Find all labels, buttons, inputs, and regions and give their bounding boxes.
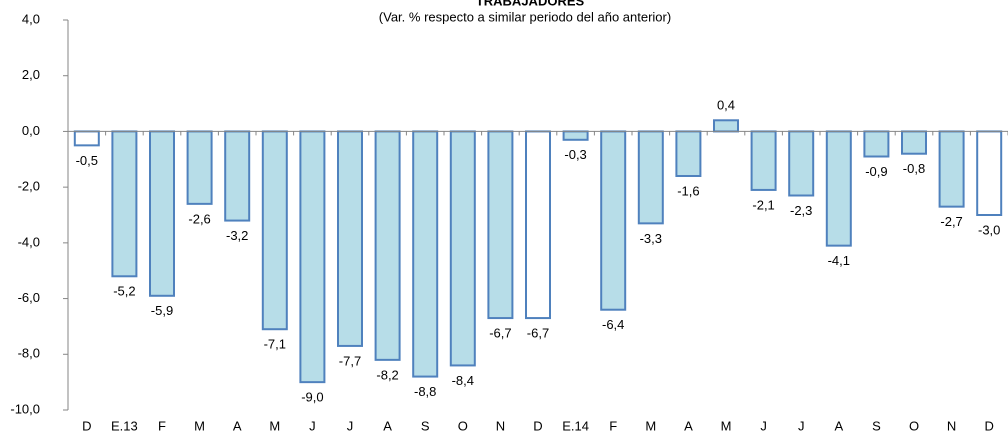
y-tick-label: 0,0 — [22, 123, 40, 138]
value-label: -8,8 — [414, 384, 436, 399]
value-label: -3,2 — [226, 228, 248, 243]
x-tick-label: D — [985, 418, 994, 433]
value-label: -5,9 — [151, 303, 173, 318]
value-label: -7,7 — [339, 353, 361, 368]
x-tick-label: D — [82, 418, 91, 433]
value-label: -8,2 — [376, 367, 398, 382]
value-label: -2,1 — [752, 197, 774, 212]
x-tick-label: M — [194, 418, 205, 433]
value-label: -2,3 — [790, 203, 812, 218]
y-tick-label: -4,0 — [18, 234, 40, 249]
x-tick-label: N — [947, 418, 956, 433]
y-tick-label: -8,0 — [18, 346, 40, 361]
bar — [863, 130, 890, 158]
bar — [149, 130, 175, 297]
bar — [261, 130, 288, 331]
x-tick-label: M — [269, 418, 280, 433]
x-tick-label: J — [760, 418, 767, 433]
x-tick-label: J — [309, 418, 316, 433]
y-tick-label: 2,0 — [22, 67, 40, 82]
bar — [374, 130, 401, 361]
value-label: -6,7 — [489, 326, 511, 341]
value-label: -0,5 — [76, 153, 98, 168]
x-tick-label: O — [458, 418, 468, 433]
bar — [713, 119, 739, 133]
x-tick-label: F — [158, 418, 166, 433]
bar — [976, 130, 1003, 216]
bar — [938, 130, 965, 208]
x-tick-label: E.13 — [111, 418, 138, 433]
value-label: -0,8 — [903, 161, 925, 176]
value-label: -4,1 — [828, 253, 850, 268]
bar — [449, 130, 476, 367]
x-tick-label: S — [421, 418, 430, 433]
value-label: -1,6 — [677, 183, 699, 198]
x-tick-label: A — [383, 418, 392, 433]
value-label: -2,6 — [188, 211, 210, 226]
x-tick-label: M — [721, 418, 732, 433]
bar — [337, 130, 363, 347]
value-label: -6,7 — [527, 326, 549, 341]
value-label: -0,9 — [865, 164, 887, 179]
value-label: -8,4 — [452, 373, 474, 388]
x-tick-label: O — [909, 418, 919, 433]
x-tick-label: A — [684, 418, 693, 433]
bar — [788, 130, 815, 197]
x-tick-label: N — [496, 418, 505, 433]
x-tick-label: S — [872, 418, 881, 433]
bar — [675, 130, 702, 178]
x-tick-label: A — [233, 418, 242, 433]
bar — [299, 130, 326, 384]
bar — [901, 130, 927, 155]
bar — [825, 130, 852, 247]
value-label: -3,3 — [640, 231, 662, 246]
bar — [224, 130, 251, 222]
bar — [111, 130, 138, 278]
x-tick-label: J — [798, 418, 805, 433]
x-tick-label: D — [533, 418, 542, 433]
y-tick-label: -10,0 — [10, 401, 40, 416]
value-label: -2,7 — [940, 214, 962, 229]
x-tick-label: E.14 — [562, 418, 589, 433]
chart-subtitle: (Var. % respecto a similar periodo del a… — [379, 9, 671, 24]
x-tick-label: F — [609, 418, 617, 433]
bar — [73, 130, 100, 147]
value-label: -0,3 — [564, 147, 586, 162]
value-label: -9,0 — [301, 390, 323, 405]
y-tick-label: -6,0 — [18, 290, 40, 305]
bar — [487, 130, 514, 320]
bar — [637, 130, 664, 225]
x-tick-label: J — [347, 418, 354, 433]
bar — [525, 130, 551, 320]
value-label: -3,0 — [978, 222, 1000, 237]
x-tick-label: A — [834, 418, 843, 433]
bar — [562, 130, 589, 141]
bar — [600, 130, 627, 311]
value-label: -6,4 — [602, 317, 624, 332]
bar — [186, 130, 213, 205]
y-tick-label: -2,0 — [18, 179, 40, 194]
bar — [750, 130, 777, 191]
value-label: 0,4 — [717, 98, 735, 113]
chart-title: TRABAJADORES — [476, 0, 585, 8]
bar — [412, 130, 439, 378]
value-label: -7,1 — [264, 337, 286, 352]
y-tick-label: 4,0 — [22, 11, 40, 26]
value-label: -5,2 — [113, 284, 135, 299]
x-tick-label: M — [645, 418, 656, 433]
